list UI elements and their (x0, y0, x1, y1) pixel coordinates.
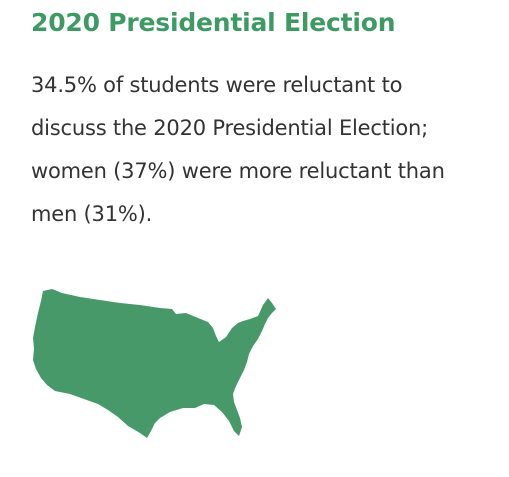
stat-description-line-2: discuss the 2020 Presidential Election; (31, 116, 429, 140)
stat-description-line-3: women (37%) were more reluctant than (31, 159, 445, 183)
us-map-shape (33, 289, 276, 438)
stat-description-line-1: 34.5% of students were reluctant to (31, 73, 403, 97)
section-title: 2020 Presidential Election (31, 8, 396, 37)
us-map-icon (33, 289, 276, 438)
stat-description: 34.5% of students were reluctant to disc… (31, 64, 501, 236)
stat-description-line-4: men (31%). (31, 202, 153, 226)
